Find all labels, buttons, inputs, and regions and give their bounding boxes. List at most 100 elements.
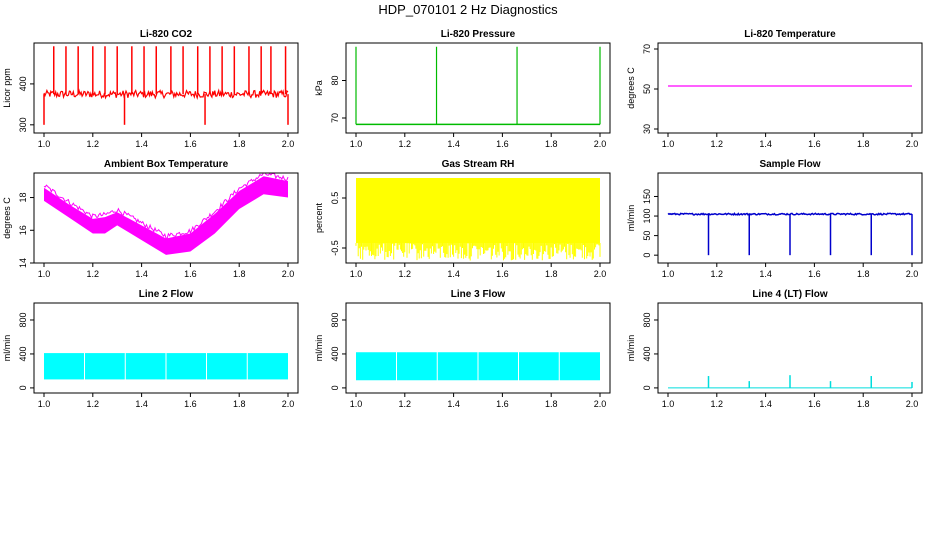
series-p9 <box>668 375 913 389</box>
y-axis-label: ml/min <box>314 335 324 362</box>
x-tick-label: 1.6 <box>184 139 197 149</box>
panel-p4: Ambient Box Temperature degrees C 14 16 18 1.… <box>2 159 299 279</box>
y-tick-label: 150 <box>642 189 652 204</box>
panel-title: Gas Stream RH <box>442 159 515 170</box>
panel-frame <box>657 172 923 264</box>
box-temp-band <box>44 176 288 255</box>
y-axis-label: degrees C <box>626 67 636 109</box>
y-tick-label: 400 <box>18 76 28 91</box>
x-tick-label: 1.2 <box>87 399 100 409</box>
panel-title: Sample Flow <box>759 159 820 170</box>
panel-p8: Line 3 Flow ml/min 0 400 800 1.0 1.2 1.4 1.6 1.8 2… <box>314 289 611 409</box>
x-tick-label: 1.0 <box>350 399 363 409</box>
x-tick-label: 1.6 <box>496 139 509 149</box>
y-axis-label: degrees C <box>2 197 12 239</box>
x-tick-label: 1.2 <box>87 269 100 279</box>
x-tick-label: 1.0 <box>38 269 51 279</box>
rh-band <box>356 178 600 243</box>
x-tick-label: 1.8 <box>233 269 246 279</box>
x-tick-label: 1.2 <box>711 139 724 149</box>
box-temp-noise <box>43 173 289 239</box>
x-tick-label: 1.4 <box>759 269 772 279</box>
y-tick-label: 50 <box>642 231 652 241</box>
y-tick-label: -0.5 <box>330 240 340 256</box>
x-tick-label: 1.8 <box>545 269 558 279</box>
x-tick-label: 1.2 <box>711 269 724 279</box>
x-tick-label: 1.6 <box>496 269 509 279</box>
x-tick-label: 2.0 <box>282 399 295 409</box>
panel-title: Line 2 Flow <box>139 289 194 300</box>
series-p5 <box>355 178 601 261</box>
y-axis-label: Licor ppm <box>2 68 12 108</box>
x-tick-label: 2.0 <box>594 139 607 149</box>
y-axis-label: ml/min <box>626 205 636 232</box>
y-tick-label: 18 <box>18 193 28 203</box>
y-axis-label: ml/min <box>626 335 636 362</box>
series-p2 <box>355 46 601 126</box>
y-tick-label: 800 <box>18 312 28 327</box>
y-tick-label: 0 <box>642 385 652 390</box>
x-tick-label: 1.2 <box>399 269 412 279</box>
x-tick-label: 1.0 <box>662 399 675 409</box>
y-tick-label: 400 <box>330 346 340 361</box>
x-tick-label: 1.0 <box>662 139 675 149</box>
y-axis-label: ml/min <box>2 335 12 362</box>
series-p6 <box>667 212 913 256</box>
panel-title: Li-820 Pressure <box>441 29 516 40</box>
panel-p1: Li-820 CO2 Licor ppm 300 400 1.0 1.2 1.4 1.6 1.8… <box>2 29 299 149</box>
x-tick-label: 1.4 <box>447 139 460 149</box>
series-p4 <box>43 173 289 255</box>
x-tick-label: 2.0 <box>282 139 295 149</box>
panel-frame <box>33 42 299 134</box>
y-axis-label: percent <box>314 202 324 233</box>
x-tick-label: 1.4 <box>135 399 148 409</box>
y-axis-label: kPa <box>314 80 324 96</box>
x-tick-label: 1.0 <box>38 399 51 409</box>
x-tick-label: 1.8 <box>233 399 246 409</box>
panel-frame <box>657 302 923 394</box>
x-tick-label: 1.8 <box>545 399 558 409</box>
panel-p7: Line 2 Flow ml/min 0 400 800 1.0 1.2 1.4 1.6 1.8 2… <box>2 289 299 409</box>
x-tick-label: 2.0 <box>282 269 295 279</box>
x-tick-label: 1.0 <box>350 139 363 149</box>
x-tick-label: 1.6 <box>808 399 821 409</box>
x-tick-label: 1.2 <box>87 139 100 149</box>
figure-title: HDP_070101 2 Hz Diagnostics <box>378 2 558 17</box>
x-tick-label: 1.0 <box>350 269 363 279</box>
panel-title: Li-820 CO2 <box>140 29 193 40</box>
x-tick-label: 1.4 <box>759 399 772 409</box>
panel-p5: Gas Stream RH percent -0.5 0.5 1.0 1.2 1.4 1.6 1… <box>314 159 611 279</box>
y-tick-label: 70 <box>330 113 340 123</box>
co2-series-line <box>43 88 289 100</box>
y-tick-label: 80 <box>330 75 340 85</box>
panel-title: Line 3 Flow <box>451 289 506 300</box>
y-tick-label: 800 <box>330 312 340 327</box>
panel-p3: Li-820 Temperature degrees C 30 50 70 1.0 1.2 1… <box>626 29 923 149</box>
panel-frame <box>657 42 923 134</box>
x-tick-label: 1.4 <box>447 399 460 409</box>
series-p1 <box>43 46 289 125</box>
panel-p9: Line 4 (LT) Flow ml/min 0 400 800 1.0 1.2 1.4 1.… <box>626 289 923 409</box>
panel-frame <box>345 172 611 264</box>
panel-title: Ambient Box Temperature <box>104 159 229 170</box>
x-tick-label: 1.6 <box>808 269 821 279</box>
y-tick-label: 100 <box>642 209 652 224</box>
panel-p6: Sample Flow ml/min 0 50 100 150 1.0 1.2 1.4 1.6 1.… <box>626 159 923 279</box>
panel-frame <box>33 172 299 264</box>
panel-frame <box>33 302 299 394</box>
y-tick-label: 0 <box>18 385 28 390</box>
x-tick-label: 1.4 <box>759 139 772 149</box>
y-tick-label: 70 <box>642 44 652 54</box>
y-tick-label: 0.5 <box>330 192 340 205</box>
x-tick-label: 1.8 <box>857 399 870 409</box>
x-tick-label: 1.0 <box>38 139 51 149</box>
x-tick-label: 1.6 <box>184 399 197 409</box>
y-tick-label: 30 <box>642 124 652 134</box>
panel-frame <box>345 42 611 134</box>
x-tick-label: 1.4 <box>447 269 460 279</box>
panel-p2: Li-820 Pressure kPa 70 80 1.0 1.2 1.4 1.6 1.8 2.0 <box>314 29 611 149</box>
x-tick-label: 2.0 <box>906 139 919 149</box>
x-tick-label: 1.2 <box>711 399 724 409</box>
